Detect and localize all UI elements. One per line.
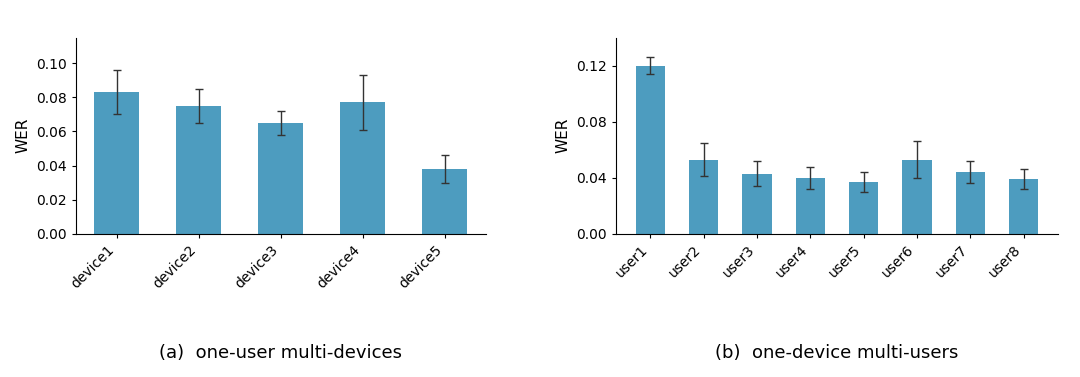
Bar xyxy=(902,159,932,234)
Bar xyxy=(956,172,985,234)
Bar xyxy=(94,92,139,234)
Bar xyxy=(422,169,468,234)
Y-axis label: WER: WER xyxy=(15,118,30,153)
Bar xyxy=(636,66,665,234)
Bar xyxy=(689,159,718,234)
Y-axis label: WER: WER xyxy=(555,118,570,153)
Bar xyxy=(258,123,303,234)
Bar xyxy=(742,173,772,234)
Bar xyxy=(796,178,825,234)
Text: (b)  one-device multi-users: (b) one-device multi-users xyxy=(715,344,959,362)
Bar xyxy=(176,106,221,234)
Text: (a)  one-user multi-devices: (a) one-user multi-devices xyxy=(160,344,402,362)
Bar xyxy=(340,103,386,234)
Bar xyxy=(1009,179,1038,234)
Bar xyxy=(849,182,878,234)
